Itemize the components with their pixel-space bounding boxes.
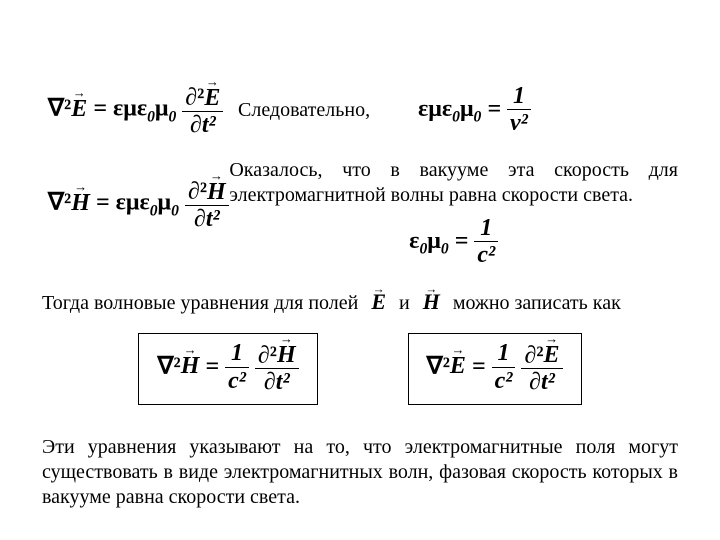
frac-d2E-dt2-boxed: ∂²E ∂t² [521, 340, 562, 396]
equation-nabla2-H: ∇²H = εμε0μ0 ∂²H ∂t² [42, 158, 229, 232]
inline-vector-E: E [368, 289, 389, 315]
equation-eps0mu0-c: ε0μ0 = 1 c² [229, 216, 678, 269]
frac-d2E-dt2: ∂²E ∂t² [182, 82, 223, 138]
frac-1-c2-E: 1 c² [492, 341, 516, 394]
vacuum-sentence: Оказалось, что в вакууме эта скорость дл… [229, 159, 678, 206]
frac-d2H-dt2-boxed: ∂²H ∂t² [255, 340, 299, 396]
frac-d2H-dt2: ∂²H ∂t² [185, 176, 229, 232]
row-e-equation: ∇²E = εμε0μ0 ∂²E ∂t² Следовательно, εμε0… [42, 78, 678, 142]
equation-speed: εμε0μ0 = 1 v² [418, 84, 531, 137]
equals: = [93, 96, 113, 122]
page: ∇²E = εμε0μ0 ∂²E ∂t² Следовательно, εμε0… [0, 0, 720, 540]
frac-1-v2: 1 v² [507, 84, 531, 137]
text-consequently: Следовательно, [238, 99, 418, 122]
vector-E: E [71, 92, 87, 123]
boxed-equation-E: ∇²E = 1 c² ∂²E ∂t² [408, 333, 582, 405]
frac-1-c2: 1 c² [474, 216, 498, 269]
text-vacuum: Оказалось, что в вакууме эта скорость дл… [229, 158, 678, 269]
text-then-fields: Тогда волновые уравнения для полей E и H… [42, 289, 678, 315]
text-conclusion: Эти уравнения указывают на то, что элект… [42, 435, 678, 510]
row-boxed-equations: ∇²H = 1 c² ∂²H ∂t² ∇²E = 1 c² ∂²E ∂t² [42, 333, 678, 405]
equation-nabla2-E: ∇²E = εμε0μ0 ∂²E ∂t² [42, 82, 238, 138]
frac-1-c2-H: 1 c² [225, 341, 249, 394]
then-fields-mid: и [399, 292, 410, 314]
then-fields-pre: Тогда волновые уравнения для полей [42, 292, 358, 314]
inline-vector-H: H [420, 289, 443, 315]
row-h-equation: ∇²H = εμε0μ0 ∂²H ∂t² Оказалось, что в ва… [42, 158, 678, 269]
then-fields-post: можно записать как [453, 292, 621, 314]
nabla2: ∇² [48, 96, 71, 122]
vector-H: H [71, 186, 90, 217]
boxed-equation-H: ∇²H = 1 c² ∂²H ∂t² [138, 333, 317, 405]
